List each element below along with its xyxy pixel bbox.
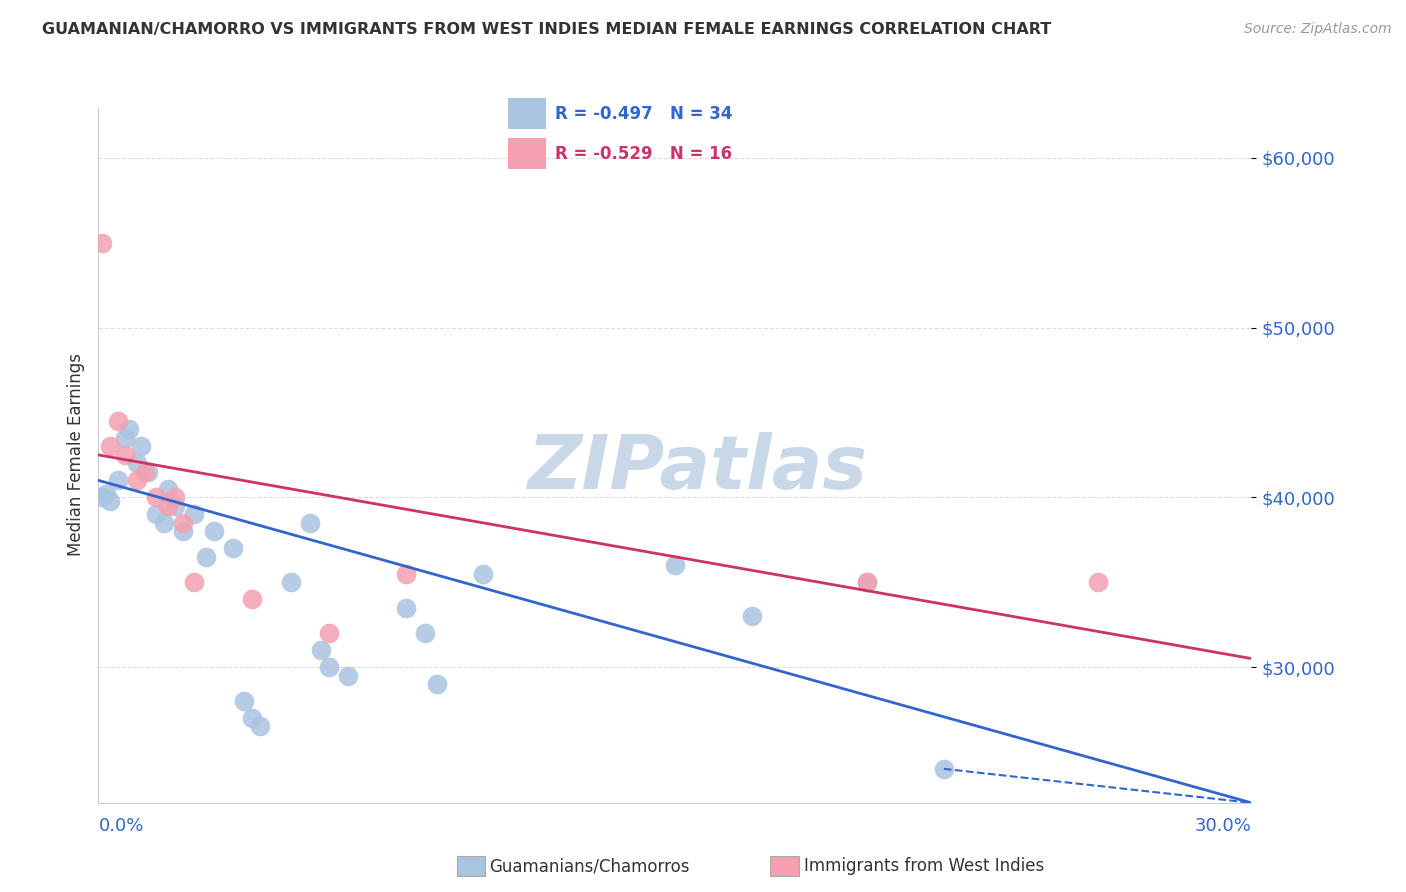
Text: Source: ZipAtlas.com: Source: ZipAtlas.com <box>1244 22 1392 37</box>
Point <box>298 516 321 530</box>
Text: Guamanians/Chamorros: Guamanians/Chamorros <box>489 857 690 875</box>
Point <box>98 439 121 453</box>
Point <box>195 549 218 564</box>
Bar <box>509 98 546 129</box>
Point <box>114 448 136 462</box>
Point <box>240 711 263 725</box>
Point <box>138 465 160 479</box>
Point <box>107 474 129 488</box>
Text: R = -0.529   N = 16: R = -0.529 N = 16 <box>555 145 733 163</box>
Point <box>91 235 114 250</box>
Text: GUAMANIAN/CHAMORRO VS IMMIGRANTS FROM WEST INDIES MEDIAN FEMALE EARNINGS CORRELA: GUAMANIAN/CHAMORRO VS IMMIGRANTS FROM WE… <box>42 22 1052 37</box>
Y-axis label: Median Female Earnings: Median Female Earnings <box>66 353 84 557</box>
Point <box>240 592 263 607</box>
Point <box>172 524 194 539</box>
Point <box>165 491 187 505</box>
Point <box>114 431 136 445</box>
Point <box>91 491 114 505</box>
Point <box>125 474 148 488</box>
Point <box>395 600 418 615</box>
Point <box>222 541 245 556</box>
Point <box>664 558 686 573</box>
Point <box>152 516 174 530</box>
Text: 0.0%: 0.0% <box>98 817 143 835</box>
Point <box>741 609 763 624</box>
Point <box>156 482 179 496</box>
Point <box>202 524 225 539</box>
Point <box>94 487 117 501</box>
Point <box>145 491 167 505</box>
Point <box>145 508 167 522</box>
Point <box>118 422 141 436</box>
Text: 30.0%: 30.0% <box>1195 817 1251 835</box>
Point <box>318 660 340 674</box>
Point <box>395 566 418 581</box>
Point <box>249 719 271 733</box>
Point <box>134 465 156 479</box>
Point <box>98 493 121 508</box>
Point <box>471 566 494 581</box>
Point <box>183 508 205 522</box>
Point <box>280 575 302 590</box>
Text: R = -0.497   N = 34: R = -0.497 N = 34 <box>555 104 733 123</box>
Point <box>932 762 955 776</box>
Point <box>1087 575 1109 590</box>
Point <box>426 677 449 691</box>
Point <box>156 499 179 513</box>
Text: ZIPatlas: ZIPatlas <box>527 433 868 506</box>
Point <box>183 575 205 590</box>
Point <box>337 668 360 682</box>
Point <box>413 626 436 640</box>
Point <box>856 575 879 590</box>
Text: Immigrants from West Indies: Immigrants from West Indies <box>804 857 1045 875</box>
Point <box>318 626 340 640</box>
Point <box>233 694 256 708</box>
Bar <box>509 138 546 169</box>
Point <box>165 499 187 513</box>
Point <box>172 516 194 530</box>
Point <box>311 643 333 657</box>
Point <box>856 575 879 590</box>
Point <box>125 457 148 471</box>
Point <box>107 414 129 428</box>
Point <box>129 439 152 453</box>
